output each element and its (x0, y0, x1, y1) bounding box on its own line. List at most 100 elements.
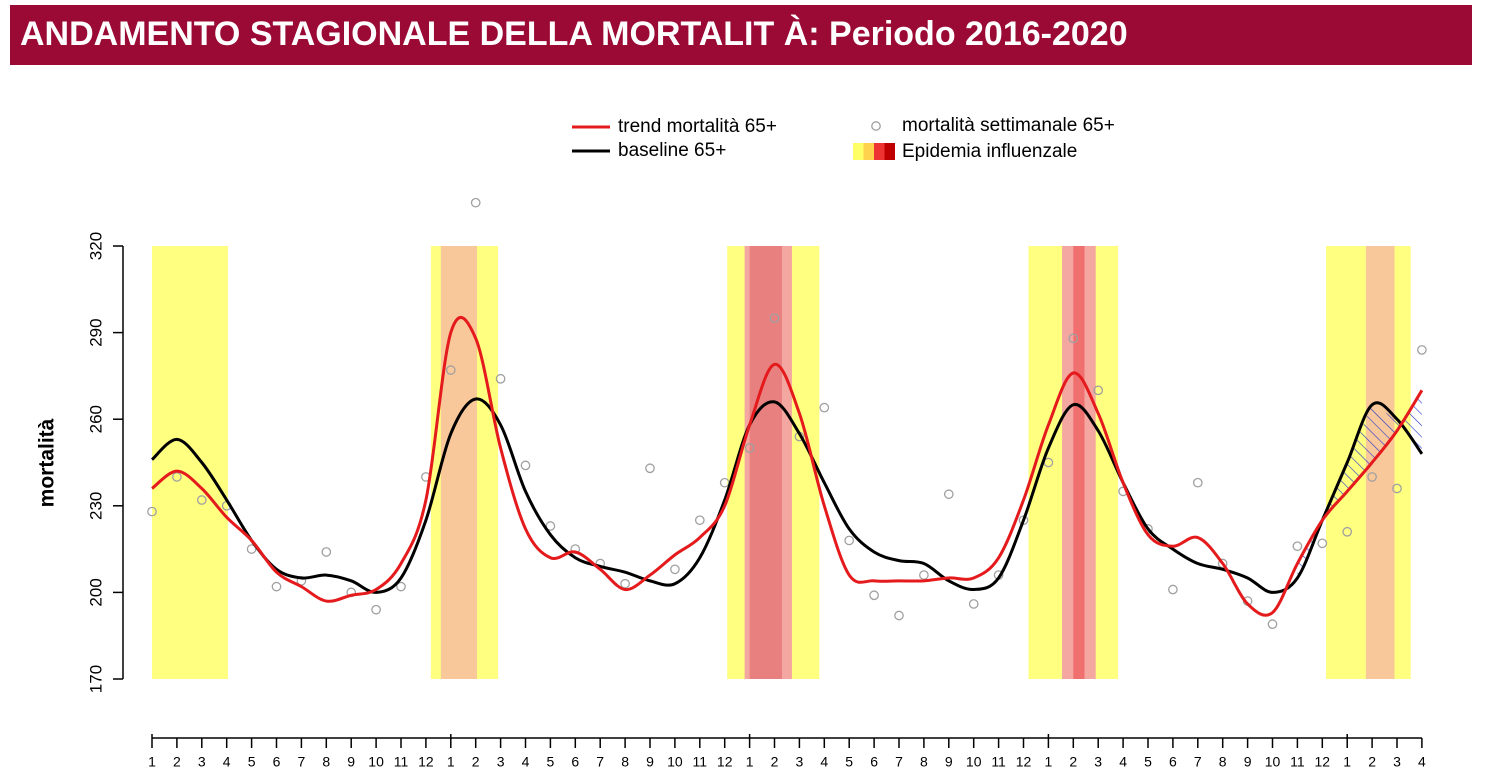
x-tick-label: 11 (693, 754, 708, 770)
x-tick-label: 9 (347, 754, 355, 770)
epidemic-band (749, 246, 782, 679)
x-tick-label: 10 (368, 754, 384, 770)
x-tick-label: 2 (1069, 754, 1077, 770)
weekly-point (694, 515, 705, 526)
x-tick-label: 3 (796, 754, 804, 770)
legend-swatch (884, 143, 895, 160)
legend-label: trend mortalità 65+ (618, 116, 777, 137)
x-tick-label: 3 (198, 754, 206, 770)
weekly-point (196, 495, 207, 505)
x-tick-label: 3 (1393, 754, 1401, 770)
x-tick-label: 2 (1368, 754, 1376, 770)
y-tick-label: 320 (86, 232, 105, 260)
weekly-point (968, 599, 979, 609)
epidemic-band (152, 246, 228, 679)
trend-line (150, 397, 1424, 594)
weekly-point (172, 472, 182, 482)
x-tick-label: 7 (596, 754, 604, 770)
weekly-point (470, 197, 481, 208)
weekly-point (869, 590, 879, 601)
x-tick-label: 9 (1244, 754, 1252, 770)
x-tick-label: 5 (845, 754, 853, 770)
x-tick-label: 1 (447, 754, 455, 770)
x-tick-label: 6 (571, 754, 579, 770)
weekly-point (919, 570, 929, 580)
weekly-point (321, 547, 332, 557)
epidemic-band (440, 246, 477, 679)
legend-label: mortalità settimanale 65+ (902, 115, 1115, 136)
chart-title: ANDAMENTO STAGIONALE DELLA MORTALIT À: P… (20, 15, 1128, 53)
x-tick-label: 1 (1045, 754, 1053, 770)
weekly-point (1292, 541, 1303, 552)
epidemic-band (1073, 246, 1085, 679)
x-tick-label: 8 (322, 754, 330, 770)
y-tick-label: 200 (86, 578, 105, 606)
x-tick-label: 3 (497, 754, 505, 770)
y-axis-label: mortalità (36, 418, 59, 507)
x-tick-label: 7 (1194, 754, 1202, 770)
x-tick-label: 6 (1169, 754, 1177, 770)
x-tick-label: 10 (1265, 754, 1281, 770)
weekly-point (769, 313, 780, 324)
weekly-point (943, 489, 954, 500)
weekly-point (545, 521, 556, 531)
legend-point (871, 121, 881, 131)
x-tick-label: 5 (1144, 754, 1152, 770)
x-tick-label: 2 (771, 754, 779, 770)
y-tick-label: 230 (86, 492, 105, 520)
weekly-point (495, 373, 506, 384)
weekly-point (1317, 538, 1328, 549)
weekly-point (396, 581, 406, 592)
legend-swatch (863, 143, 874, 160)
weekly-point (445, 365, 456, 375)
x-tick-label: 8 (621, 754, 629, 770)
weekly-point (1093, 385, 1104, 396)
weekly-point (744, 443, 755, 453)
x-tick-label: 7 (895, 754, 903, 770)
legend-swatch (874, 143, 885, 160)
x-tick-label: 6 (870, 754, 878, 770)
weekly-point (645, 463, 655, 474)
x-tick-label: 12 (717, 754, 733, 770)
x-tick-label: 8 (920, 754, 928, 770)
y-tick-label: 290 (86, 318, 105, 346)
x-tick-label: 1 (148, 754, 156, 770)
weekly-point (1392, 483, 1402, 494)
title-banner (10, 5, 1472, 65)
weekly-point (670, 564, 680, 575)
x-tick-label: 4 (820, 754, 828, 770)
x-tick-label: 2 (472, 754, 480, 770)
x-tick-label: 4 (522, 754, 530, 770)
legend-label: baseline 65+ (618, 140, 726, 161)
weekly-point (1192, 477, 1203, 488)
x-tick-label: 2 (173, 754, 181, 770)
x-tick-label: 9 (646, 754, 654, 770)
x-tick-label: 6 (273, 754, 281, 770)
weekly-point (1367, 472, 1377, 482)
weekly-point (271, 581, 282, 592)
x-tick-label: 12 (418, 754, 434, 770)
weekly-point (1417, 345, 1427, 355)
weekly-point (894, 610, 904, 621)
weekly-point (147, 506, 157, 517)
weekly-point (1168, 584, 1178, 595)
x-tick-label: 4 (1418, 754, 1426, 770)
x-tick-label: 9 (945, 754, 953, 770)
weekly-point (371, 604, 381, 615)
x-tick-label: 11 (1290, 754, 1305, 770)
x-tick-label: 3 (1094, 754, 1102, 770)
weekly-point (819, 402, 830, 413)
x-tick-label: 10 (966, 754, 982, 770)
x-tick-label: 11 (394, 754, 409, 770)
x-tick-label: 1 (1343, 754, 1351, 770)
x-tick-label: 8 (1219, 754, 1227, 770)
weekly-point (844, 535, 855, 546)
x-tick-label: 1 (746, 754, 754, 770)
weekly-point (1342, 526, 1353, 537)
weekly-point (520, 460, 531, 471)
x-tick-label: 12 (1315, 754, 1331, 770)
weekly-point (1267, 619, 1278, 630)
legend-label: Epidemia influenzale (902, 141, 1077, 162)
weekly-point (620, 578, 630, 589)
